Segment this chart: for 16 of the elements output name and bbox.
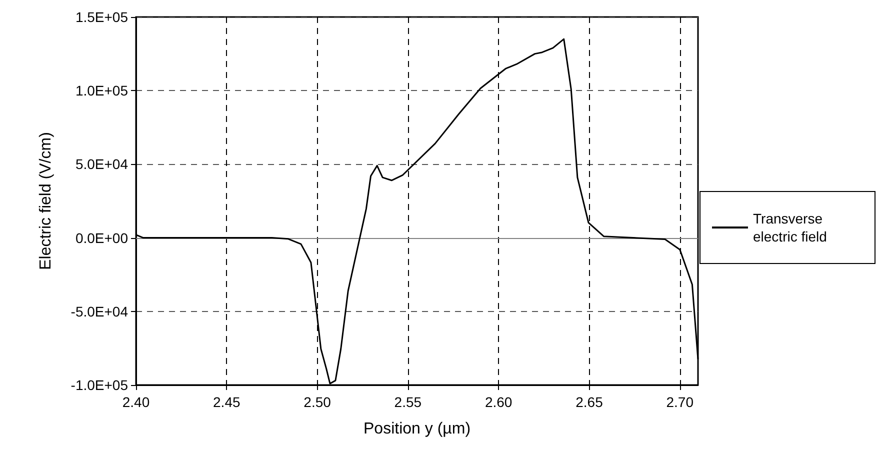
y-tick-label: 0.0E+00 (75, 230, 128, 246)
x-tick-label: 2.40 (122, 394, 150, 410)
x-tick-label: 2.55 (394, 394, 422, 410)
y-tick-label: 1.5E+05 (75, 9, 128, 25)
x-tick-label: 2.65 (576, 394, 604, 410)
y-axis-title: Electric field (V/cm) (38, 132, 54, 270)
x-tick-label: 2.45 (213, 394, 240, 410)
x-tick-label: 2.50 (304, 394, 332, 410)
x-tick-label: 2.70 (666, 394, 694, 410)
legend-label: Transverse electric field (753, 210, 827, 244)
y-tick-label: -5.0E+04 (70, 303, 128, 320)
y-tick-label: 5.0E+04 (75, 156, 128, 172)
x-tick-label: 2.60 (484, 394, 512, 410)
y-tick-label: -1.0E+05 (70, 377, 128, 393)
y-tick-label: 1.0E+05 (75, 82, 128, 99)
x-axis-title: Position y (µm) (363, 420, 471, 438)
